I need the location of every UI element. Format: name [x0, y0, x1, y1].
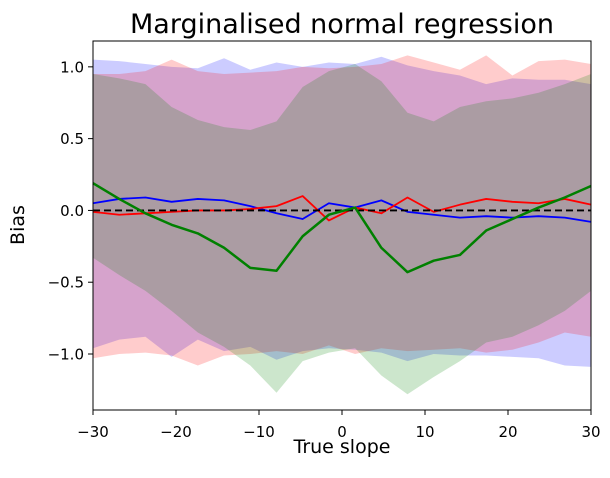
x-tick-label: 10	[415, 423, 434, 441]
y-tick-label: 0.5	[60, 130, 84, 148]
bias-lines	[92, 182, 592, 274]
axis-ticks: −30 −20 −10 0 10 20 30 1.0 0.5 0.0 −0.5 −1.0	[48, 58, 601, 441]
y-tick-label: −0.5	[48, 274, 84, 292]
x-tick-label: 0	[337, 423, 347, 441]
x-tick-label: −20	[160, 423, 192, 441]
x-tick-label: 30	[581, 423, 600, 441]
confidence-bands	[93, 55, 591, 395]
y-tick-label: −1.0	[48, 346, 84, 364]
y-axis-label: Bias	[7, 205, 29, 245]
x-axis-label: True slope	[293, 436, 391, 458]
x-tick-label: −30	[77, 423, 109, 441]
chart-title: Marginalised normal regression	[130, 9, 554, 40]
x-tick-label: 20	[498, 423, 517, 441]
x-tick-label: −10	[243, 423, 275, 441]
line-red-bias	[92, 195, 592, 222]
line-green-bias	[92, 182, 592, 274]
band-green-bias	[93, 63, 591, 395]
y-tick-label: 1.0	[60, 58, 84, 76]
line-blue-bias	[92, 196, 592, 223]
y-tick-label: 0.0	[60, 202, 84, 220]
